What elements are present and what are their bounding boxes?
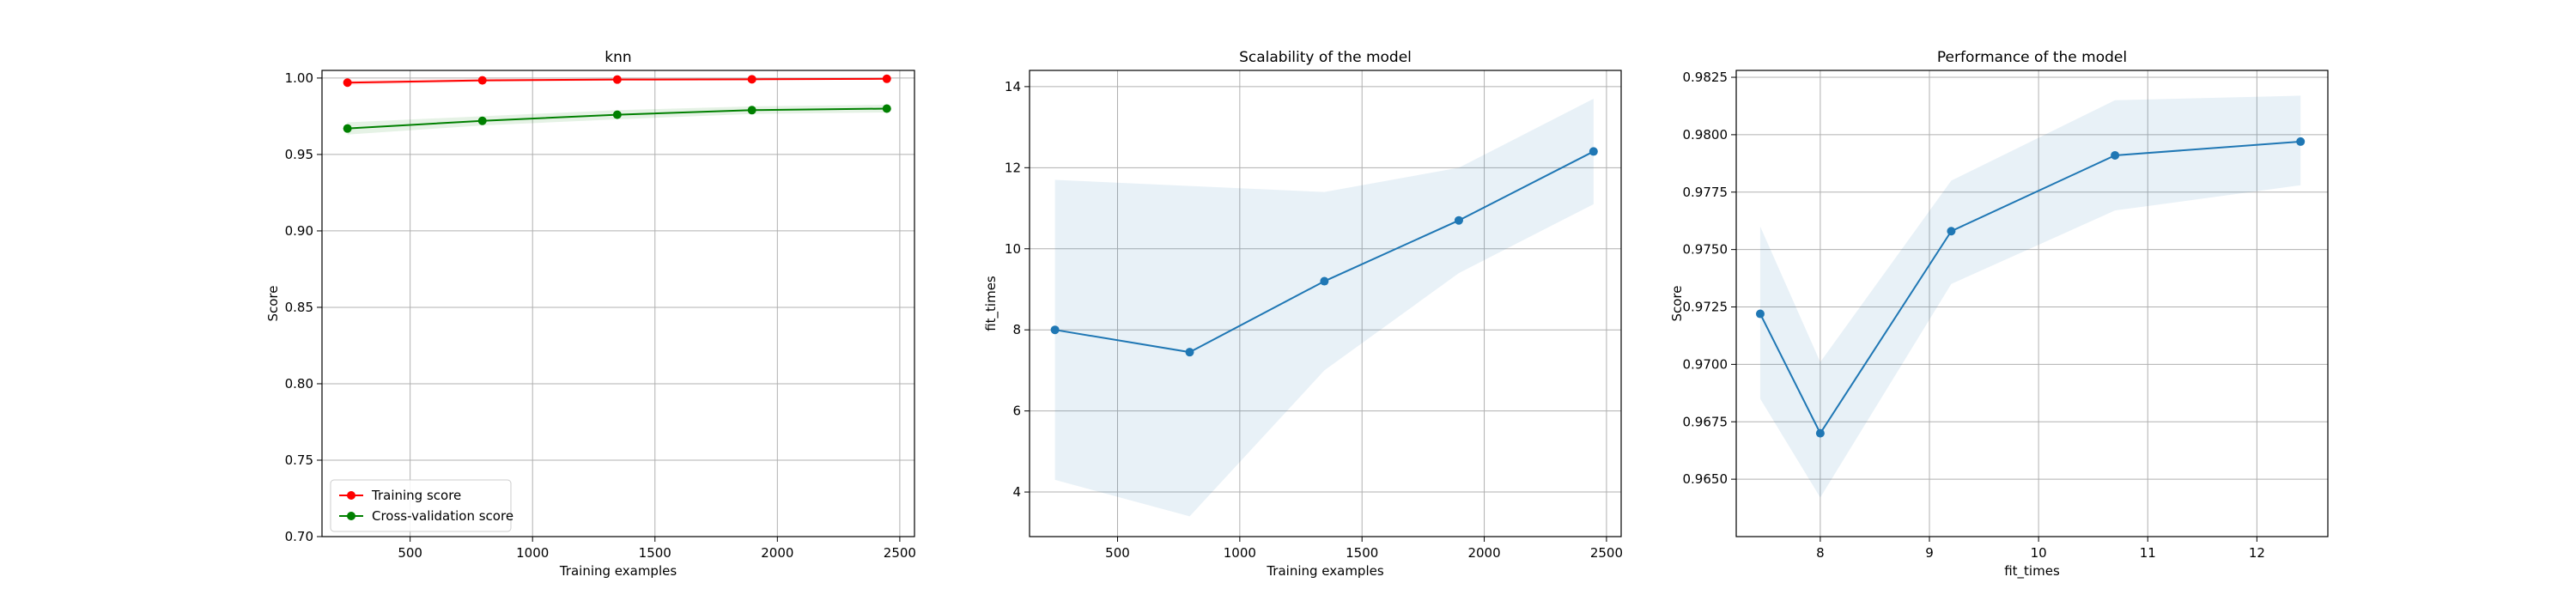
y-tick-label: 14 — [1005, 79, 1021, 94]
data-point — [1320, 276, 1329, 286]
chart-title: Scalability of the model — [1239, 49, 1412, 66]
x-tick-label: 2000 — [761, 545, 793, 561]
data-point — [882, 74, 891, 83]
x-tick-label: 1000 — [516, 545, 549, 561]
axes-frame — [1735, 70, 2329, 537]
data-point — [747, 106, 756, 115]
y-tick-label: 6 — [1012, 404, 1021, 419]
data-point — [2111, 150, 2120, 160]
data-point — [343, 124, 352, 133]
y-tick-label: 12 — [1005, 160, 1021, 175]
chart-1: 500 1000 1500 2000 2500 4 6 8 10 12 14 Scalability … — [983, 49, 1623, 579]
data-point — [747, 75, 756, 84]
y-tick-label: 0.9725 — [1683, 300, 1728, 315]
charts-container: 500 1000 1500 2000 2500 0.70 0.75 0.80 0.85 0.90 0… — [265, 49, 2329, 580]
legend: Training score Cross-validation score — [330, 479, 513, 532]
data-point — [1589, 147, 1598, 156]
confidence-band — [1054, 99, 1594, 517]
confidence-band — [1759, 95, 2301, 498]
data-point — [1454, 216, 1463, 225]
y-tick-label: 0.9650 — [1683, 471, 1728, 487]
x-tick-label: 2000 — [1467, 545, 1500, 561]
y-tick-label: 0.9675 — [1683, 414, 1728, 429]
x-tick-label: 9 — [1925, 545, 1934, 561]
x-axis-label: Training examples — [1266, 563, 1384, 579]
data-point — [1947, 227, 1956, 236]
y-tick-label: 0.90 — [285, 223, 313, 239]
y-tick-label: 0.85 — [285, 300, 313, 315]
axes-frame — [321, 70, 915, 537]
x-tick-label: 500 — [398, 545, 422, 561]
data-point — [477, 76, 487, 85]
y-tick-label: 0.9800 — [1683, 127, 1728, 143]
y-tick-label: 8 — [1012, 322, 1021, 337]
x-axis-label: Training examples — [559, 563, 677, 579]
y-tick-label: 0.9750 — [1683, 242, 1728, 258]
x-tick-label: 11 — [2140, 545, 2156, 561]
data-point — [882, 104, 891, 113]
data-point — [1185, 348, 1194, 357]
legend-swatch-marker — [347, 512, 355, 520]
chart-title: knn — [605, 49, 631, 66]
y-axis-label: fit_times — [983, 276, 999, 331]
data-point — [612, 110, 622, 119]
y-tick-label: 1.00 — [285, 70, 313, 86]
x-tick-label: 2500 — [1590, 545, 1623, 561]
y-tick-label: 0.70 — [285, 529, 313, 544]
legend-box — [330, 479, 512, 532]
x-tick-label: 2500 — [884, 545, 916, 561]
legend-label: Cross-validation score — [372, 508, 513, 524]
data-point — [343, 78, 352, 88]
legend-swatch-marker — [347, 491, 355, 500]
y-tick-label: 0.95 — [285, 147, 313, 162]
y-tick-label: 4 — [1012, 484, 1021, 500]
y-axis-label: Score — [1669, 285, 1685, 321]
y-tick-label: 0.9775 — [1683, 185, 1728, 200]
axes-frame — [1029, 70, 1622, 537]
y-tick-label: 0.9700 — [1683, 356, 1728, 372]
legend-label: Training score — [371, 488, 461, 503]
x-tick-label: 8 — [1816, 545, 1825, 561]
y-tick-label: 10 — [1005, 241, 1021, 257]
chart-2: 8 9 10 11 12 0.9650 0.9675 0.9700 0.9725 0.9750 0.… — [1669, 49, 2329, 580]
data-point — [612, 75, 622, 84]
y-tick-label: 0.80 — [285, 376, 313, 392]
x-tick-label: 1500 — [1346, 545, 1378, 561]
chart-title: Performance of the model — [1937, 49, 2127, 66]
y-axis-label: Score — [265, 285, 281, 321]
data-point — [1050, 325, 1060, 335]
x-tick-label: 12 — [2249, 545, 2265, 561]
data-point — [477, 116, 487, 125]
data-point — [2296, 137, 2306, 146]
data-point — [1755, 309, 1765, 319]
y-tick-label: 0.9825 — [1683, 70, 1728, 85]
x-axis-label: fit_times — [2004, 563, 2060, 580]
x-tick-label: 500 — [1105, 545, 1130, 561]
data-point — [1815, 428, 1825, 438]
y-tick-label: 0.75 — [285, 452, 313, 468]
x-tick-label: 1500 — [639, 545, 671, 561]
x-tick-label: 10 — [2031, 545, 2047, 561]
x-tick-label: 1000 — [1224, 545, 1256, 561]
chart-0: 500 1000 1500 2000 2500 0.70 0.75 0.80 0.85 0.90 0… — [265, 49, 916, 579]
